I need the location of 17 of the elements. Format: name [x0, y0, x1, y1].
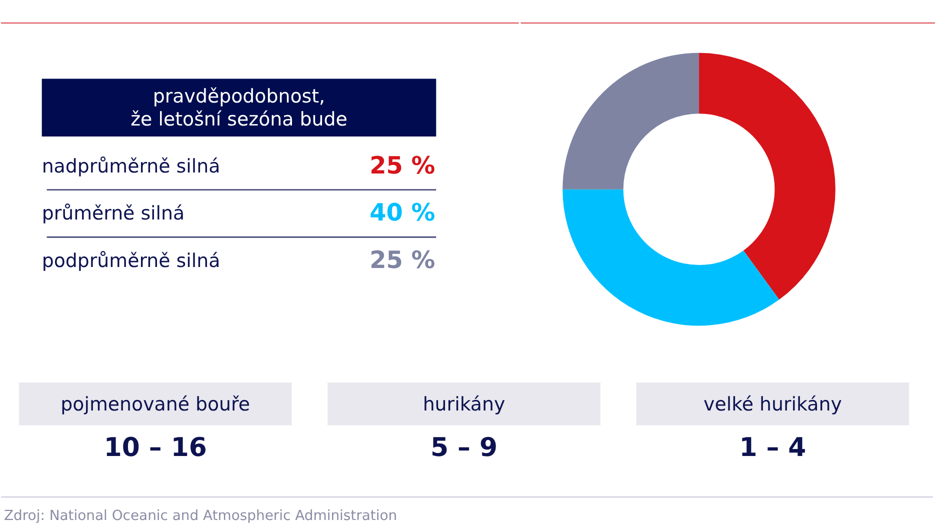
text: pravděpodobnost, že letošní sezóna bude [130, 86, 348, 131]
category-label: pojmenované bouře [60, 393, 250, 416]
donut-slice [562, 189, 780, 326]
text: 40 % [370, 198, 436, 227]
text: Zdroj: National Oceanic and Atmospheric Administration [4, 508, 398, 524]
donut-slice [562, 52, 700, 190]
text: 25 % [370, 246, 436, 274]
category-label: velké hurikány [704, 393, 842, 416]
text: 10 – 16 [104, 433, 207, 464]
category-label: průměrně silná [42, 202, 185, 225]
category-label: hurikány [422, 393, 506, 416]
category-label: podprůměrně silná [42, 250, 220, 272]
text: 25 % [370, 151, 436, 180]
text: 1 – 4 [739, 433, 806, 464]
text: 5 – 9 [430, 433, 498, 464]
category-label: nadprůměrně silná [42, 155, 220, 178]
donut-slice [699, 52, 836, 300]
